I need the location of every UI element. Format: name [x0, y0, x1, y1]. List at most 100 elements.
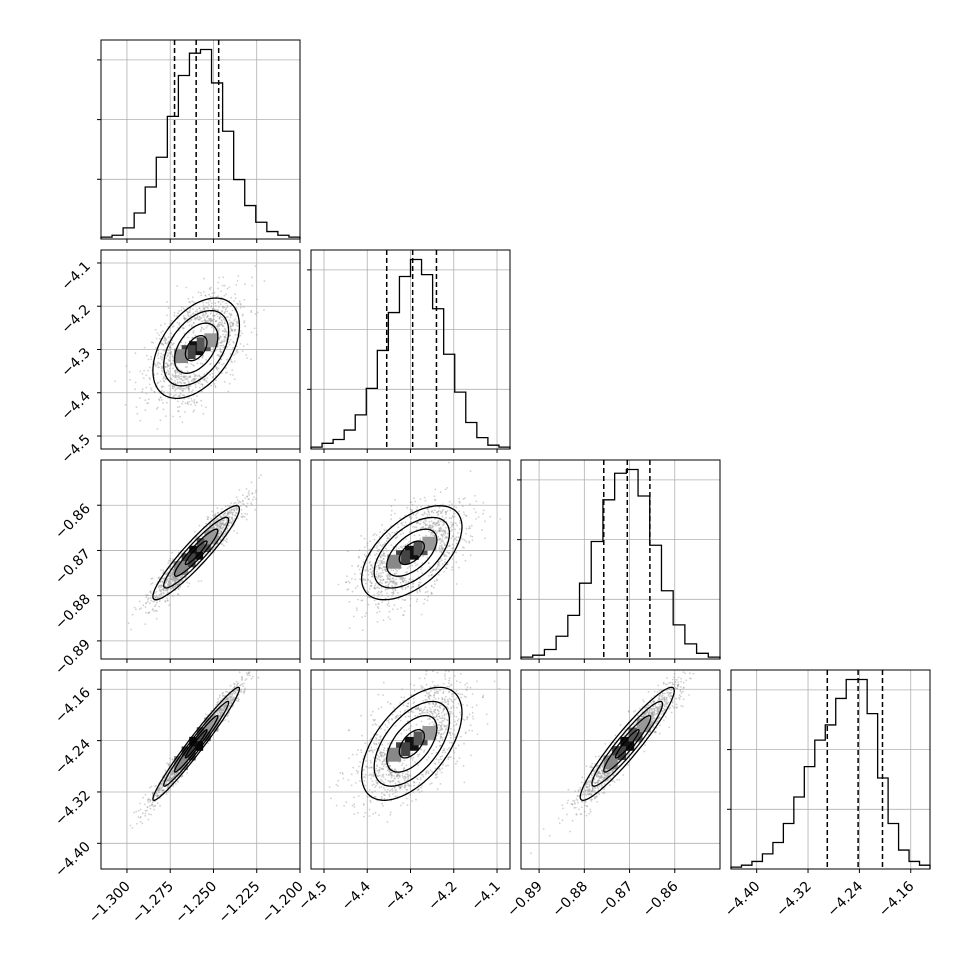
scatter-point — [439, 707, 442, 709]
scatter-point — [157, 362, 160, 364]
scatter-point — [376, 570, 378, 573]
scatter-point — [234, 333, 237, 336]
scatter-point — [229, 323, 231, 326]
scatter-point — [374, 584, 376, 587]
scatter-point — [143, 369, 146, 372]
scatter-point — [166, 599, 169, 602]
scatter-point — [184, 402, 187, 405]
scatter-point — [438, 523, 440, 526]
scatter-point — [447, 703, 450, 705]
scatter-point — [232, 340, 235, 343]
scatter-point — [233, 509, 236, 512]
scatter-point — [173, 576, 176, 579]
scatter-point — [440, 724, 442, 727]
scatter-point — [168, 347, 171, 349]
scatter-point — [162, 592, 165, 595]
scatter-point — [388, 574, 391, 577]
scatter-point — [420, 707, 422, 710]
scatter-point — [214, 320, 217, 322]
scatter-point — [165, 573, 167, 575]
scatter-point — [164, 338, 166, 340]
scatter-point — [244, 679, 247, 681]
scatter-point — [199, 309, 202, 312]
scatter-point — [165, 357, 167, 360]
scatter-point — [383, 552, 385, 555]
scatter-point — [177, 583, 180, 586]
scatter-point — [452, 523, 454, 526]
scatter-point — [220, 527, 223, 530]
scatter-point — [166, 762, 168, 764]
scatter-point — [224, 699, 227, 702]
scatter-point — [388, 718, 391, 721]
scatter-point — [414, 500, 416, 503]
scatter-point — [401, 578, 404, 581]
scatter-point — [184, 377, 187, 380]
scatter-point — [444, 725, 447, 728]
scatter-point — [378, 814, 380, 816]
scatter-point — [163, 339, 166, 342]
scatter-point — [241, 314, 244, 317]
scatter-point — [413, 497, 415, 500]
scatter-point — [436, 734, 439, 737]
scatter-point — [248, 490, 250, 492]
scatter-point — [369, 799, 372, 802]
scatter-point — [445, 765, 447, 767]
scatter-point — [183, 317, 186, 320]
scatter-point — [453, 698, 455, 701]
scatter-point — [408, 531, 411, 533]
scatter-point — [182, 387, 185, 390]
scatter-point — [210, 319, 213, 322]
scatter-point — [464, 559, 467, 562]
scatter-point — [193, 322, 195, 325]
scatter-point — [419, 578, 421, 580]
scatter-point — [179, 391, 182, 394]
scatter-point — [159, 419, 162, 422]
scatter-point — [460, 696, 462, 699]
scatter-point — [432, 522, 434, 525]
scatter-point — [382, 681, 385, 684]
scatter-point — [408, 785, 411, 788]
scatter-point — [441, 738, 444, 741]
scatter-point — [420, 687, 423, 689]
scatter-point — [168, 578, 171, 581]
scatter-point — [401, 586, 404, 589]
scatter-point — [229, 700, 232, 703]
scatter-point — [450, 517, 453, 520]
scatter-point — [407, 774, 409, 776]
scatter-point — [440, 552, 443, 554]
scatter-point — [221, 519, 224, 522]
scatter-point — [357, 812, 359, 814]
scatter-point — [381, 582, 383, 585]
scatter-point — [397, 591, 399, 594]
scatter-point — [379, 567, 382, 569]
scatter-point — [419, 590, 421, 593]
scatter-point — [168, 777, 171, 780]
scatter-point — [408, 727, 411, 730]
scatter-point — [375, 724, 378, 726]
scatter-point — [433, 696, 435, 699]
scatter-point — [174, 773, 176, 776]
scatter-point — [230, 321, 233, 324]
scatter-point — [426, 515, 429, 518]
scatter-point — [440, 721, 443, 724]
scatter-point — [404, 544, 407, 546]
scatter-point — [165, 581, 167, 584]
scatter-point — [159, 580, 162, 583]
scatter-point — [226, 346, 229, 348]
scatter-point — [212, 375, 215, 378]
scatter-point — [139, 816, 142, 818]
scatter-point — [172, 360, 175, 363]
scatter-point — [198, 375, 201, 378]
scatter-point — [443, 523, 445, 526]
scatter-point — [220, 344, 223, 347]
scatter-point — [230, 511, 233, 513]
scatter-point — [431, 526, 434, 529]
scatter-point — [183, 411, 186, 413]
scatter-point — [218, 532, 221, 534]
scatter-point — [179, 586, 182, 588]
scatter-point — [220, 523, 223, 526]
scatter-point — [407, 783, 409, 785]
scatter-point — [439, 560, 441, 563]
scatter-point — [446, 487, 449, 489]
